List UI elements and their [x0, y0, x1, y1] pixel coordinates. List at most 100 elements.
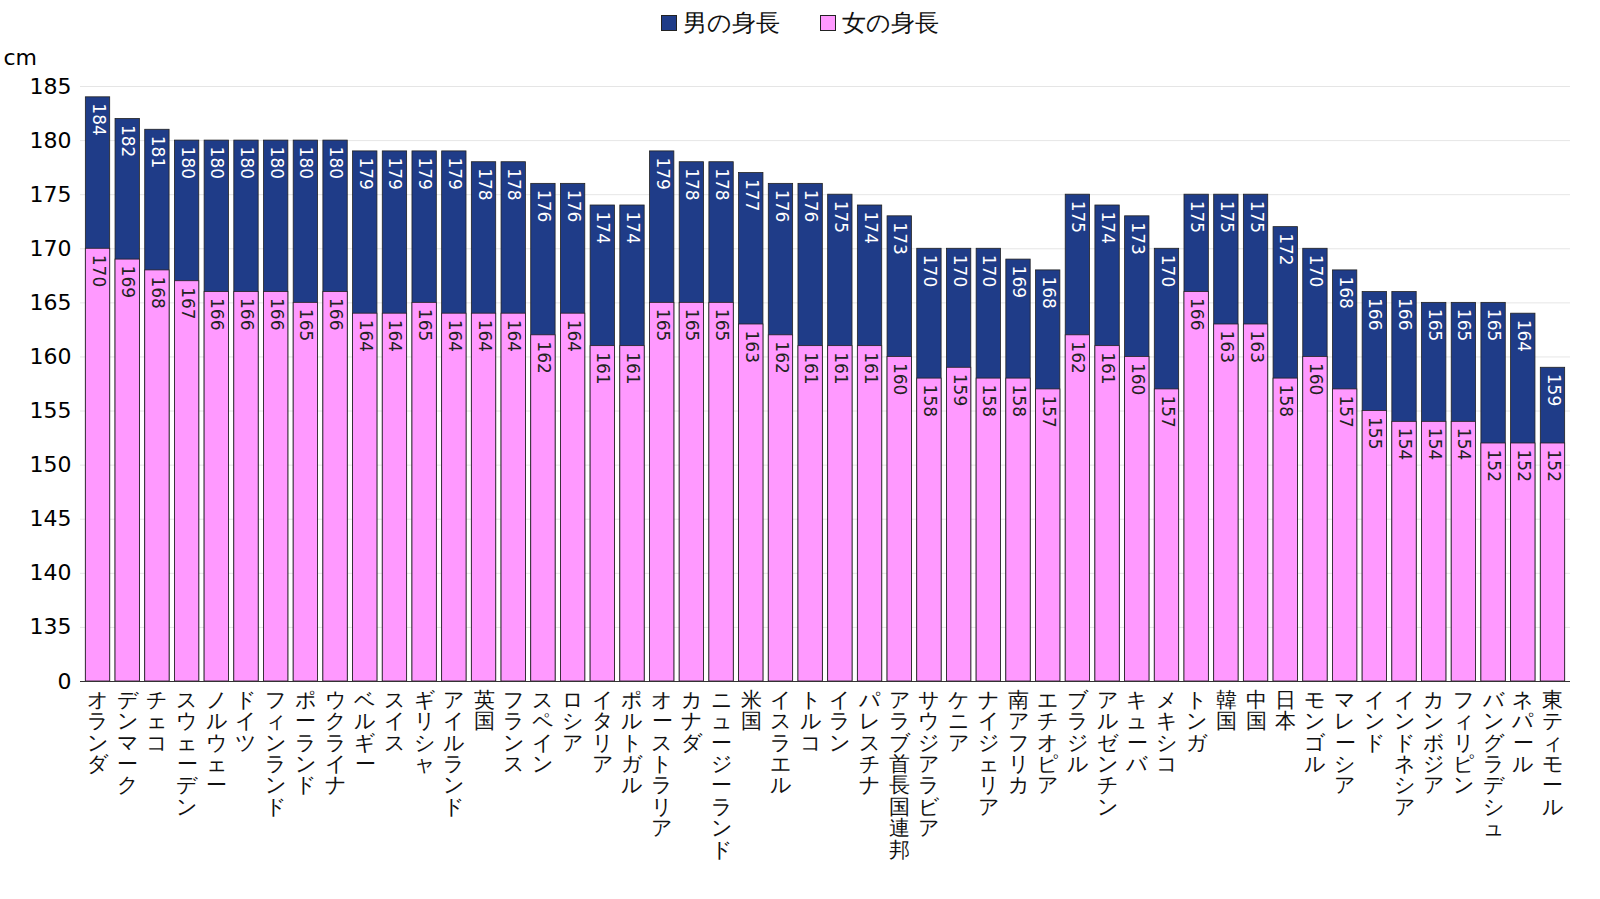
svg-text:175: 175 — [1217, 201, 1237, 233]
svg-text:イスラエル: イスラエル — [770, 688, 792, 798]
svg-text:180: 180 — [267, 147, 287, 179]
svg-text:185: 185 — [30, 74, 72, 99]
svg-text:166: 166 — [1395, 298, 1415, 330]
svg-text:175: 175 — [1068, 201, 1088, 233]
svg-text:170: 170 — [979, 255, 999, 287]
svg-text:181: 181 — [148, 136, 168, 168]
svg-text:170: 170 — [920, 255, 940, 287]
svg-text:アイルランド: アイルランド — [443, 688, 465, 819]
svg-text:日本: 日本 — [1275, 688, 1296, 733]
svg-text:164: 164 — [475, 320, 495, 352]
svg-text:160: 160 — [1306, 363, 1326, 395]
svg-text:0: 0 — [58, 669, 72, 694]
svg-text:165: 165 — [653, 309, 673, 341]
svg-text:154: 154 — [1454, 428, 1474, 460]
svg-text:176: 176 — [772, 190, 792, 222]
svg-text:179: 179 — [386, 157, 406, 189]
svg-text:160: 160 — [1128, 363, 1148, 395]
svg-text:163: 163 — [1247, 331, 1267, 363]
svg-text:135: 135 — [30, 614, 72, 639]
svg-text:169: 169 — [118, 266, 138, 298]
svg-text:178: 178 — [682, 168, 702, 200]
svg-text:175: 175 — [1247, 201, 1267, 233]
svg-text:163: 163 — [1217, 331, 1237, 363]
svg-text:ケニア: ケニア — [948, 688, 970, 755]
svg-text:175: 175 — [1187, 201, 1207, 233]
svg-text:カナダ: カナダ — [681, 688, 703, 755]
svg-text:スウェーデン: スウェーデン — [176, 688, 198, 819]
svg-text:179: 179 — [356, 157, 376, 189]
svg-text:トンガ: トンガ — [1186, 688, 1208, 755]
svg-text:170: 170 — [89, 255, 109, 287]
svg-text:ネパール: ネパール — [1511, 688, 1534, 776]
svg-text:166: 166 — [267, 298, 287, 330]
svg-text:165: 165 — [1454, 309, 1474, 341]
svg-text:152: 152 — [1544, 450, 1564, 482]
svg-text:中国: 中国 — [1246, 688, 1267, 733]
svg-text:インドネシア: インドネシア — [1394, 688, 1416, 819]
svg-text:158: 158 — [1276, 385, 1296, 417]
svg-text:168: 168 — [1336, 276, 1356, 308]
svg-text:152: 152 — [1514, 450, 1534, 482]
svg-text:180: 180 — [178, 147, 198, 179]
svg-text:165: 165 — [1484, 309, 1504, 341]
svg-text:165: 165 — [415, 309, 435, 341]
svg-text:174: 174 — [593, 212, 613, 244]
svg-text:158: 158 — [920, 385, 940, 417]
svg-text:179: 179 — [445, 157, 465, 189]
svg-text:155: 155 — [1365, 417, 1385, 449]
svg-text:166: 166 — [237, 298, 257, 330]
svg-text:169: 169 — [1009, 266, 1029, 298]
svg-text:180: 180 — [326, 147, 346, 179]
svg-text:154: 154 — [1395, 428, 1415, 460]
svg-text:180: 180 — [296, 147, 316, 179]
svg-text:トルコ: トルコ — [800, 688, 822, 755]
svg-text:バングラデシュ: バングラデシュ — [1482, 688, 1505, 841]
svg-text:172: 172 — [1276, 233, 1296, 265]
svg-text:161: 161 — [801, 352, 821, 384]
svg-text:157: 157 — [1039, 395, 1059, 427]
svg-text:167: 167 — [178, 287, 198, 319]
svg-text:180: 180 — [30, 128, 72, 153]
svg-text:176: 176 — [564, 190, 584, 222]
svg-text:ベルギー: ベルギー — [354, 688, 376, 776]
svg-text:166: 166 — [326, 298, 346, 330]
svg-text:ニュージーランド: ニュージーランド — [711, 688, 733, 862]
svg-text:イラン: イラン — [829, 688, 851, 755]
svg-text:オーストラリア: オーストラリア — [651, 688, 673, 841]
svg-text:160: 160 — [30, 344, 72, 369]
svg-text:ナイジェリア: ナイジェリア — [978, 688, 1000, 819]
svg-text:160: 160 — [890, 363, 910, 395]
svg-text:161: 161 — [593, 352, 613, 384]
svg-text:165: 165 — [682, 309, 702, 341]
svg-text:モンゴル: モンゴル — [1304, 688, 1326, 776]
svg-text:ウクライナ: ウクライナ — [325, 688, 347, 798]
svg-text:168: 168 — [148, 276, 168, 308]
svg-text:165: 165 — [712, 309, 732, 341]
svg-text:145: 145 — [30, 506, 72, 531]
svg-text:161: 161 — [861, 352, 881, 384]
svg-text:179: 179 — [653, 157, 673, 189]
svg-text:173: 173 — [1128, 222, 1148, 254]
svg-text:174: 174 — [1098, 212, 1118, 244]
svg-text:ノルウェー: ノルウェー — [206, 688, 228, 798]
svg-text:162: 162 — [772, 341, 792, 373]
svg-text:170: 170 — [1158, 255, 1178, 287]
svg-text:174: 174 — [623, 212, 643, 244]
svg-text:140: 140 — [30, 560, 72, 585]
svg-text:180: 180 — [237, 147, 257, 179]
svg-text:164: 164 — [445, 320, 465, 352]
svg-text:165: 165 — [30, 290, 72, 315]
svg-text:178: 178 — [712, 168, 732, 200]
svg-text:フィリピン: フィリピン — [1453, 688, 1475, 798]
svg-text:164: 164 — [564, 320, 584, 352]
svg-text:175: 175 — [30, 182, 72, 207]
svg-text:フランス: フランス — [503, 688, 525, 776]
svg-text:ドイツ: ドイツ — [235, 688, 257, 755]
svg-text:164: 164 — [356, 320, 376, 352]
svg-text:インド: インド — [1364, 688, 1386, 755]
svg-text:166: 166 — [1365, 298, 1385, 330]
svg-text:ブラジル: ブラジル — [1067, 688, 1089, 776]
svg-text:159: 159 — [1544, 374, 1564, 406]
svg-text:170: 170 — [30, 236, 72, 261]
